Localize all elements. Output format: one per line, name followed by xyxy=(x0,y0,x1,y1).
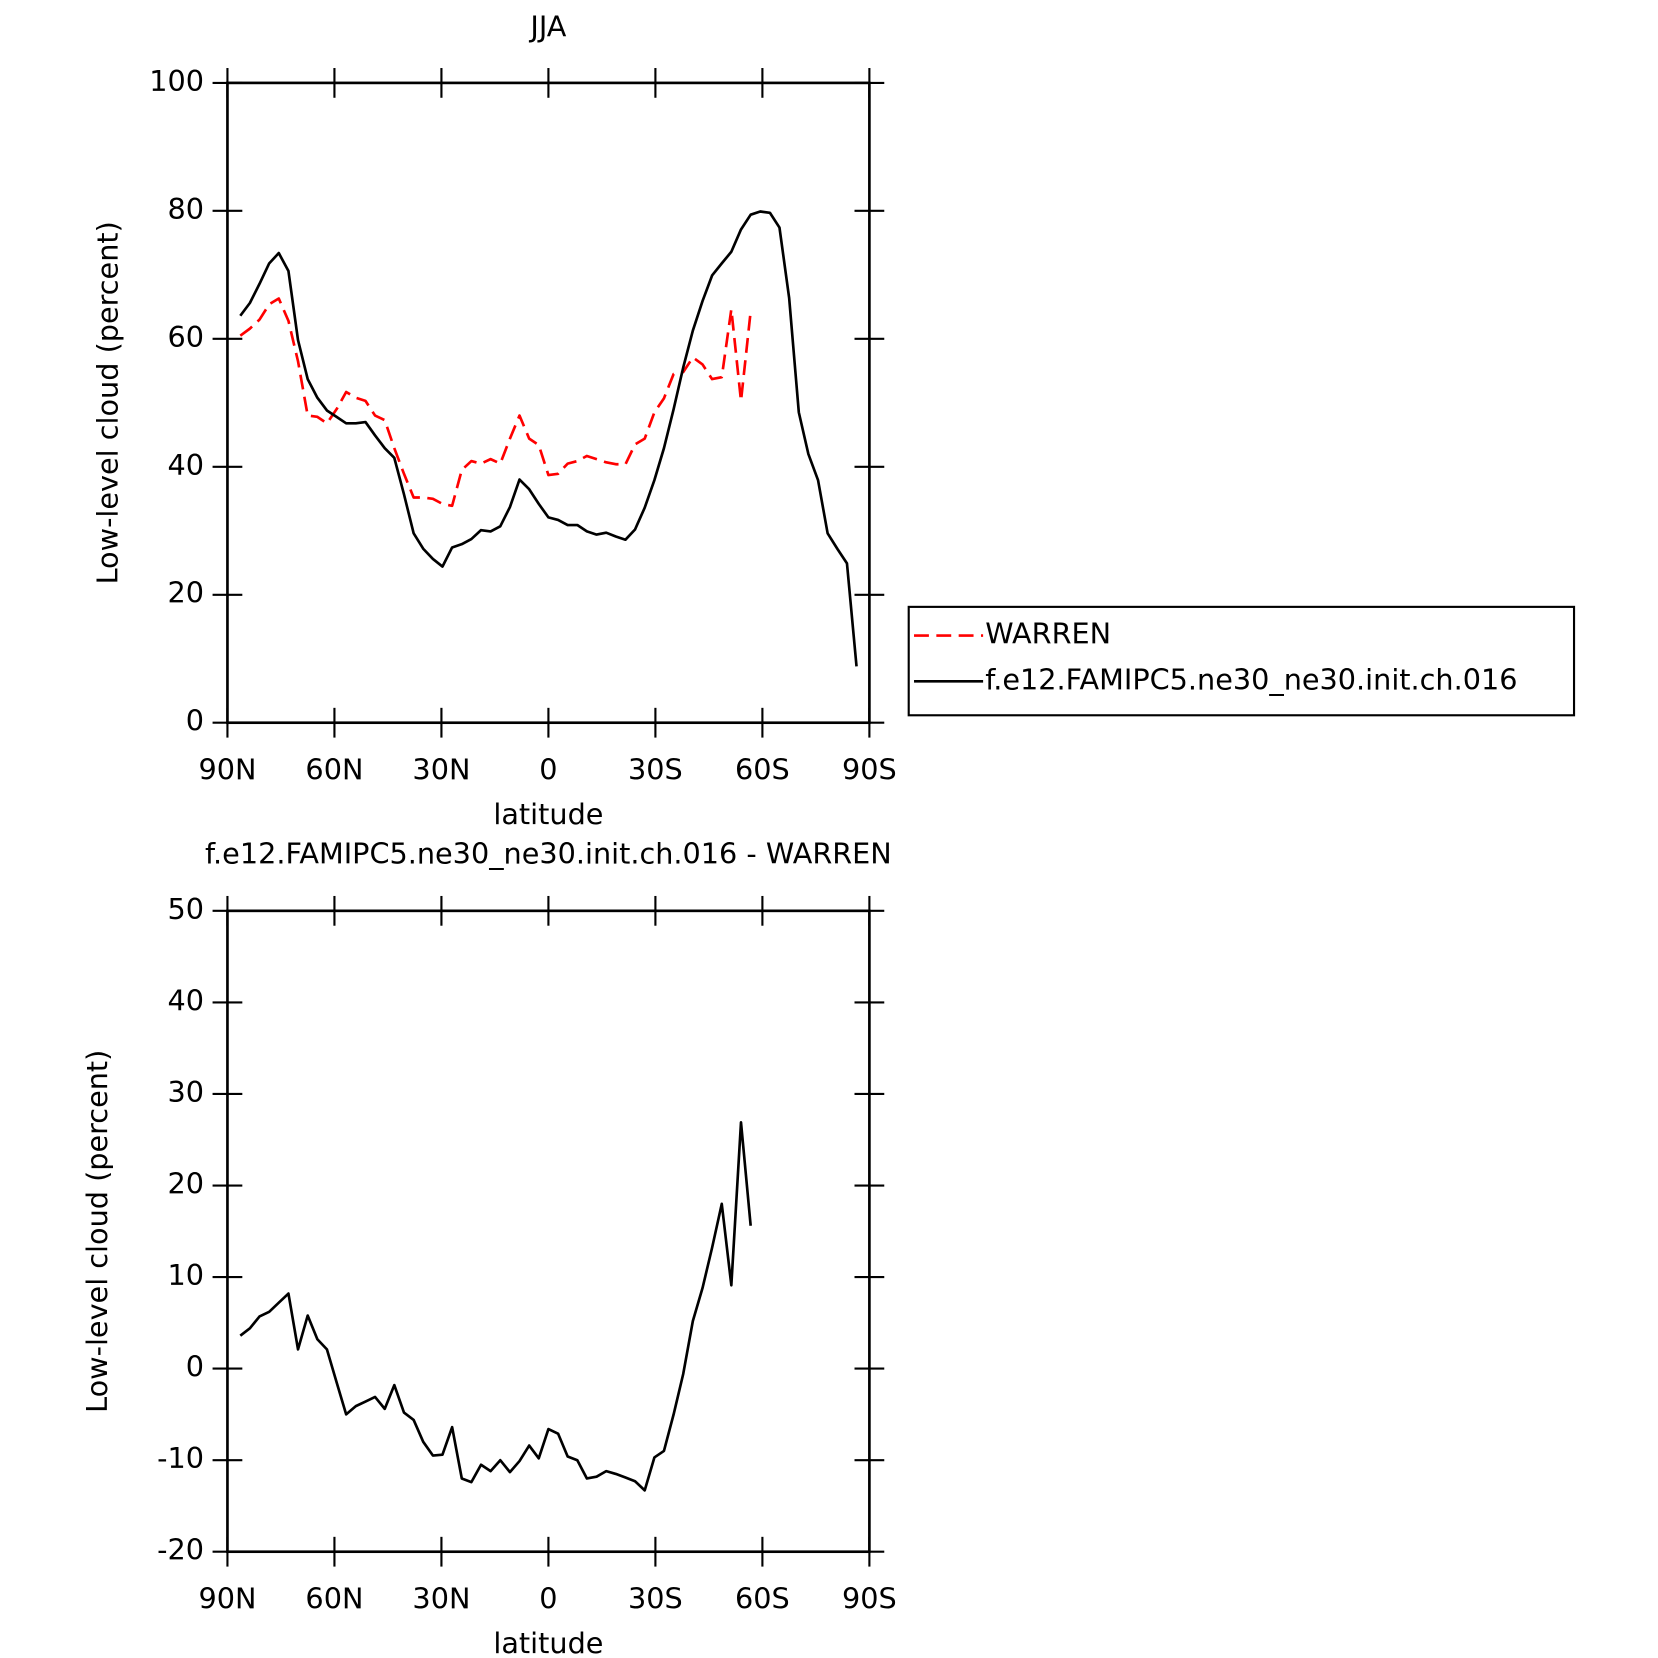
x-tick-label: 60N xyxy=(305,753,363,787)
x-tick-label: 30S xyxy=(628,753,683,787)
x-tick-label: 90N xyxy=(198,1582,256,1616)
plot-frame xyxy=(226,909,871,1554)
y-tick-label: 100 xyxy=(149,64,204,98)
y-tick-label: -10 xyxy=(157,1441,204,1475)
y-tick-label: 80 xyxy=(168,192,205,226)
x-tick-label: 60S xyxy=(735,753,790,787)
x-tick-label: 60N xyxy=(305,1582,363,1616)
plot-frame xyxy=(226,81,871,725)
x-tick-label: 90S xyxy=(842,1582,897,1616)
y-tick-label: 30 xyxy=(168,1075,205,1109)
data-line xyxy=(239,210,858,667)
chart-title: f.e12.FAMIPC5.ne30_ne30.init.ch.016 - WA… xyxy=(205,837,892,871)
x-tick-label: 90S xyxy=(842,753,897,787)
legend-label: f.e12.FAMIPC5.ne30_ne30.init.ch.016 xyxy=(985,662,1517,696)
y-tick-label: 40 xyxy=(168,448,205,482)
y-tick-label: 0 xyxy=(186,1350,204,1384)
y-tick-label: -20 xyxy=(157,1533,204,1567)
y-tick-label: 40 xyxy=(168,983,205,1017)
y-tick-label: 60 xyxy=(168,320,205,354)
y-tick-label: 10 xyxy=(168,1258,205,1292)
y-tick-label: 50 xyxy=(168,892,205,926)
x-tick-label: 30N xyxy=(412,1582,470,1616)
y-tick-label: 20 xyxy=(168,1167,205,1201)
x-tick-label: 90N xyxy=(198,753,256,787)
legend-label: WARREN xyxy=(985,617,1111,651)
x-axis-label: latitude xyxy=(493,797,603,831)
x-tick-label: 0 xyxy=(539,1582,557,1616)
x-tick-label: 30S xyxy=(628,1582,683,1616)
x-tick-label: 0 xyxy=(539,753,557,787)
y-axis-label: Low-level cloud (percent) xyxy=(90,221,124,584)
data-line xyxy=(239,297,752,508)
x-tick-label: 60S xyxy=(735,1582,790,1616)
y-axis-label: Low-level cloud (percent) xyxy=(80,1050,114,1413)
x-tick-label: 30N xyxy=(412,753,470,787)
legend-box xyxy=(907,605,1576,717)
y-tick-label: 0 xyxy=(186,704,204,738)
data-line xyxy=(239,1121,752,1492)
x-axis-label: latitude xyxy=(493,1626,603,1658)
y-tick-label: 20 xyxy=(168,576,205,610)
chart-title: JJA xyxy=(528,10,566,44)
